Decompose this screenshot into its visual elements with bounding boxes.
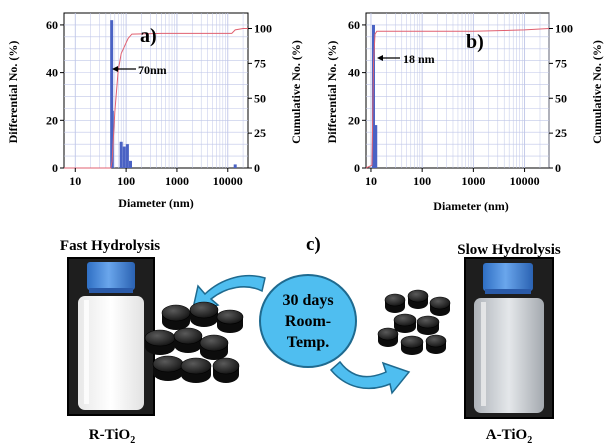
histogram-bar (122, 146, 126, 168)
y-right-tick-label: 50 (254, 91, 266, 105)
y-right-axis-label-b: Cumulative No. (%) (590, 40, 604, 144)
x-tick-label: 10000 (510, 174, 540, 188)
anatase-caption: A-TiO2 (486, 427, 532, 446)
histogram-bar (119, 141, 123, 168)
pellet-cluster-anatase (377, 289, 451, 355)
y-axis-label-a: Differential No. (%) (6, 41, 20, 144)
x-axis-label-b: Diameter (nm) (433, 199, 508, 213)
y-right-tick-label: 25 (555, 126, 567, 140)
clear-solution (474, 298, 544, 413)
histogram-bar (233, 164, 237, 168)
x-tick-label: 1000 (461, 174, 485, 188)
y-right-tick-label: 0 (254, 161, 260, 175)
tio2-pellet-icon (212, 357, 240, 383)
histogram-bar (110, 110, 114, 168)
y-tick-label: 60 (348, 18, 360, 32)
y-right-tick-label: 100 (254, 22, 272, 36)
ticks-b: 10 100 1000 10000 0 20 40 60 0 25 50 75 100 (348, 18, 573, 188)
aging-line-1: 30 days (282, 292, 333, 309)
rutile-caption: R-TiO2 (89, 427, 135, 446)
y-tick-label: 20 (46, 113, 58, 127)
x-tick-label: 10 (69, 174, 81, 188)
tio2-pellet-icon (425, 334, 447, 354)
y-right-tick-label: 0 (555, 161, 561, 175)
y-right-axis-label-a: Cumulative No. (%) (289, 40, 303, 144)
ticks-a: 10 100 1000 10000 0 20 40 60 0 25 50 75 100 (46, 18, 272, 188)
histogram-bar (125, 144, 129, 168)
x-tick-label: 10000 (213, 174, 243, 188)
fast-hydrolysis-title: Fast Hydrolysis (60, 238, 160, 254)
arrow-head-a (112, 66, 118, 72)
tio2-pellet-icon (144, 329, 176, 355)
histogram-bar (110, 20, 114, 169)
cumulative-curve-b (365, 28, 550, 169)
size-distribution-chart-b: 10 100 1000 10000 0 20 40 60 0 25 50 75 100 b) 18 nm… (325, 12, 604, 213)
y-axis-label-b: Differential No. (%) (325, 41, 339, 144)
tio2-pellet-icon (393, 313, 417, 333)
y-right-tick-label: 75 (555, 56, 567, 70)
tio2-pellet-icon (216, 309, 244, 333)
y-tick-label: 20 (348, 113, 360, 127)
x-axis-label-a: Diameter (nm) (118, 196, 193, 210)
tio2-pellet-icon (429, 296, 451, 316)
hydrolysis-scheme: c) Fast Hydrolysis Slow Hydrolysis R-TiO… (60, 234, 561, 446)
curved-arrow-right-icon (329, 360, 411, 395)
histogram-bar (128, 160, 132, 168)
panel-label-a: a) (140, 25, 157, 47)
slow-hydrolysis-title: Slow Hydrolysis (457, 242, 561, 258)
plot-area-a (63, 12, 249, 169)
vial-photo-rutile (67, 257, 155, 416)
grid-b (366, 13, 550, 168)
y-tick-label: 40 (46, 66, 58, 80)
tio2-pellet-icon (199, 334, 229, 360)
tio2-pellet-icon (180, 357, 212, 383)
arrow-head-b (377, 55, 383, 61)
vial-photo-anatase (464, 257, 554, 419)
aging-line-2: Room- (285, 313, 331, 330)
y-tick-label: 0 (354, 161, 360, 175)
panel-label-c: c) (306, 234, 321, 255)
y-tick-label: 60 (46, 18, 58, 32)
y-right-tick-label: 75 (254, 56, 266, 70)
tio2-pellet-icon (377, 327, 399, 347)
x-tick-label: 100 (117, 174, 135, 188)
tio2-pellet-icon (189, 301, 219, 327)
tio2-pellet-icon (416, 315, 440, 335)
y-right-tick-label: 100 (555, 22, 573, 36)
vial-cap-icon (483, 263, 533, 291)
tio2-pellet-icon (173, 327, 203, 353)
bars-a (110, 20, 237, 169)
tio2-pellet-icon (407, 289, 429, 309)
tio2-pellet-icon (384, 293, 406, 313)
x-tick-label: 1000 (165, 174, 189, 188)
tio2-pellet-icon (400, 335, 424, 355)
panel-label-b: b) (466, 31, 484, 53)
annotation-b: 18 nm (403, 52, 435, 66)
aging-circle (259, 274, 357, 368)
vial-cap-icon (87, 262, 135, 290)
pellet-cluster-rutile (144, 301, 244, 383)
x-tick-label: 100 (413, 174, 431, 188)
white-suspension (78, 296, 144, 410)
grid-a (64, 13, 248, 168)
tio2-pellet-icon (161, 304, 191, 330)
histogram-bar (374, 125, 378, 168)
plot-area-b (365, 12, 550, 169)
aging-line-3: Temp. (287, 334, 330, 351)
cumulative-curve-a (64, 28, 248, 169)
y-right-tick-label: 25 (254, 126, 266, 140)
annotation-a: 70nm (138, 63, 167, 77)
tio2-pellet-icon (152, 355, 184, 381)
x-tick-label: 10 (365, 174, 377, 188)
y-right-tick-label: 50 (555, 91, 567, 105)
y-tick-label: 0 (52, 161, 58, 175)
y-tick-label: 40 (348, 66, 360, 80)
